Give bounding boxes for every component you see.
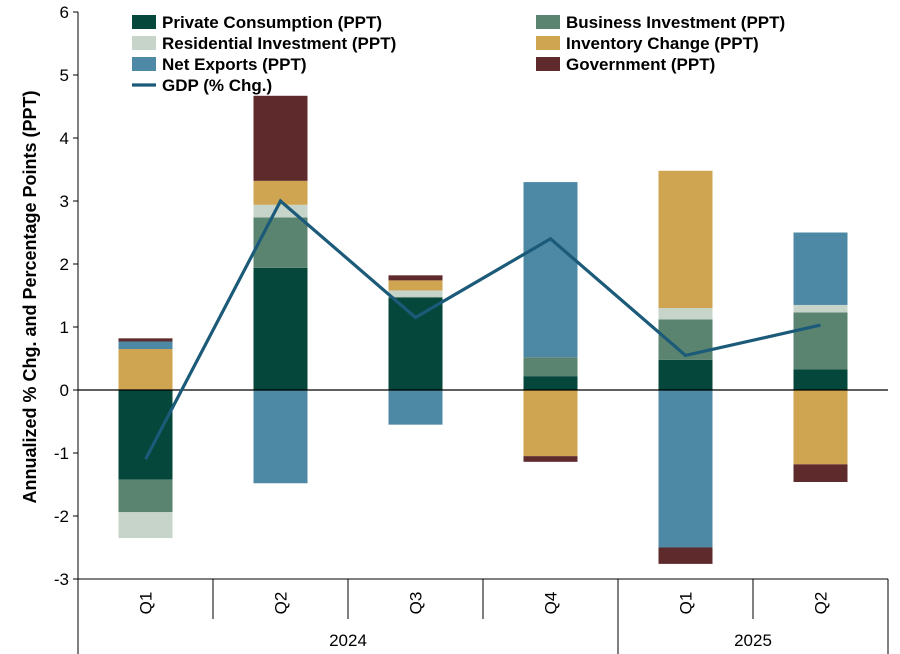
bar-inventory-change-ppt-2 [388,280,443,291]
bar-inventory-change-ppt-1 [253,180,308,205]
legend-label: Inventory Change (PPT) [566,34,759,53]
bar-private-consumption-ppt-2 [388,298,443,390]
bar-government-ppt-0 [118,338,173,342]
y-axis-title: Annualized % Chg. and Percentage Points … [20,90,40,503]
legend-swatch [536,36,560,50]
y-tick-label: 1 [60,318,69,337]
legend-label: Private Consumption (PPT) [162,13,382,32]
bar-business-investment-ppt-3 [523,357,578,377]
bar-private-consumption-ppt-4 [658,359,713,390]
y-tick-label: 2 [60,255,69,274]
y-tick-label: -2 [54,507,69,526]
bar-inventory-change-ppt-3 [523,390,578,457]
x-tick-label: Q1 [137,592,156,615]
bar-government-ppt-5 [793,464,848,482]
legend-label: Residential Investment (PPT) [162,34,396,53]
bar-residential-investment-ppt-2 [388,290,443,297]
bar-net-exports-ppt-5 [793,232,848,305]
gdp-line-layer [144,198,821,461]
bar-residential-investment-ppt-0 [118,512,173,539]
bar-private-consumption-ppt-1 [253,267,308,390]
x-tick-label: Q3 [407,592,426,615]
axis-layer: 6 5 4 3 2 1 0 -1 -2 -3 Q1 Q2 Q3 Q4 Q1 Q2 2024 2025 [54,3,889,654]
y-tick-label: 3 [60,192,69,211]
bar-inventory-change-ppt-5 [793,390,848,465]
y-tick-label: 5 [60,66,69,85]
legend-swatch [132,15,156,29]
bar-net-exports-ppt-1 [253,390,308,484]
bar-business-investment-ppt-5 [793,312,848,370]
x-tick-label: Q2 [812,592,831,615]
bar-private-consumption-ppt-0 [118,390,173,480]
bar-net-exports-ppt-3 [523,182,578,358]
bar-private-consumption-ppt-5 [793,369,848,390]
legend-label: GDP (% Chg.) [162,76,272,95]
bar-government-ppt-4 [658,547,713,564]
legend-swatch [536,15,560,29]
bar-net-exports-ppt-4 [658,390,713,548]
bar-government-ppt-2 [388,275,443,281]
year-group-label: 2024 [329,631,367,650]
bar-net-exports-ppt-2 [388,390,443,425]
y-tick-label: -1 [54,444,69,463]
bar-government-ppt-3 [523,456,578,462]
bar-net-exports-ppt-0 [118,341,173,350]
gdp-line [144,198,821,461]
bar-inventory-change-ppt-0 [118,349,173,390]
bar-business-investment-ppt-0 [118,479,173,513]
legend-swatch [132,36,156,50]
bar-private-consumption-ppt-3 [523,376,578,390]
legend-swatch [536,57,560,71]
legend: Private Consumption (PPT) Business Invest… [132,13,785,95]
bar-residential-investment-ppt-4 [658,308,713,320]
legend-label: Government (PPT) [566,55,715,74]
bar-business-investment-ppt-2 [388,296,443,299]
x-tick-label: Q2 [272,592,291,615]
year-group-label: 2025 [734,631,772,650]
y-tick-label: 0 [60,381,69,400]
legend-label: Business Investment (PPT) [566,13,785,32]
legend-label: Net Exports (PPT) [162,55,307,74]
bars-layer [118,95,848,564]
bar-inventory-change-ppt-4 [658,170,713,309]
bar-government-ppt-1 [253,95,308,181]
bar-business-investment-ppt-1 [253,217,308,268]
bar-residential-investment-ppt-5 [793,304,848,313]
x-tick-label: Q4 [542,592,561,615]
y-tick-label: 4 [60,129,69,148]
x-tick-label: Q1 [677,592,696,615]
y-tick-label: -3 [54,570,69,589]
legend-swatch [132,57,156,71]
y-tick-label: 6 [60,3,69,22]
